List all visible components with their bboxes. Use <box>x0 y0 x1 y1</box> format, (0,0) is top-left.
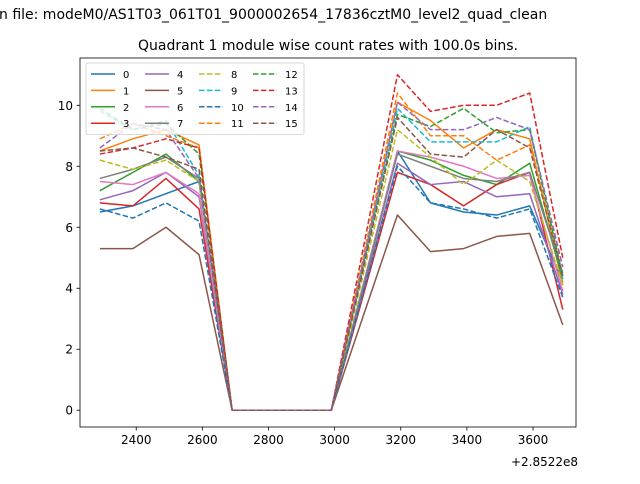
plot-frame <box>79 57 577 428</box>
legend-label-5: 5 <box>177 86 183 97</box>
chart-title: Quadrant 1 module wise count rates with … <box>138 38 518 54</box>
series-line-10 <box>99 165 564 411</box>
y-tick-label: 2 <box>65 343 73 357</box>
x-tick-label: 3200 <box>385 433 416 447</box>
legend-label-10: 10 <box>231 103 244 114</box>
plot-area <box>79 57 577 428</box>
series-line-3 <box>99 171 564 411</box>
series-line-2 <box>99 150 564 411</box>
x-tick-label: 3400 <box>452 433 483 447</box>
legend-label-8: 8 <box>231 70 237 81</box>
series-line-12 <box>99 107 564 411</box>
legend-box <box>85 62 305 135</box>
legend-label-12: 12 <box>285 70 298 81</box>
legend-label-9: 9 <box>231 86 237 97</box>
legend-label-3: 3 <box>123 119 129 130</box>
legend-label-14: 14 <box>285 103 298 114</box>
x-tick-label: 3600 <box>518 433 549 447</box>
figure-suptitle: n file: modeM0/AS1T03_061T01_9000002654_… <box>0 7 547 23</box>
legend-label-15: 15 <box>285 119 298 130</box>
legend-label-7: 7 <box>177 119 183 130</box>
series-line-11 <box>99 92 564 411</box>
series-line-4 <box>99 162 564 411</box>
legend-label-1: 1 <box>123 86 129 97</box>
x-axis-offset-label: +2.8522e8 <box>511 455 578 469</box>
y-tick-label: 4 <box>65 282 73 296</box>
y-tick-label: 10 <box>58 99 73 113</box>
x-axis: 2400 2600 2800 3000 3200 3400 3600 <box>121 427 548 447</box>
legend-label-2: 2 <box>123 103 129 114</box>
series-line-9 <box>99 107 564 411</box>
y-axis: 0 2 4 6 8 10 <box>58 99 80 418</box>
x-tick-label: 2800 <box>253 433 284 447</box>
legend-label-6: 6 <box>177 103 183 114</box>
x-tick-label: 2600 <box>187 433 218 447</box>
series-line-13 <box>99 74 564 411</box>
x-tick-label: 2400 <box>121 433 152 447</box>
series-line-15 <box>99 116 564 411</box>
y-tick-label: 8 <box>65 160 73 174</box>
y-tick-label: 6 <box>65 221 73 235</box>
y-tick-label: 0 <box>65 404 73 418</box>
legend-label-13: 13 <box>285 86 298 97</box>
series-line-5 <box>99 214 564 411</box>
series-line-0 <box>99 150 564 411</box>
legend-label-0: 0 <box>123 70 129 81</box>
legend-label-11: 11 <box>231 119 244 130</box>
x-tick-label: 3000 <box>319 433 350 447</box>
series-line-8 <box>99 128 564 411</box>
series-line-6 <box>99 150 564 411</box>
series-line-1 <box>99 101 564 411</box>
legend-label-4: 4 <box>177 70 183 81</box>
series-line-14 <box>99 101 564 411</box>
